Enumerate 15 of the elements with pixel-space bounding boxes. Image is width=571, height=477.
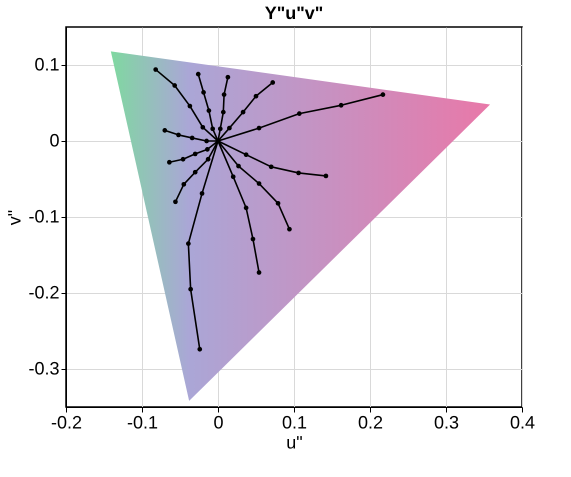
y-axis-title: v" xyxy=(4,210,24,226)
y-tick-label: -0.2 xyxy=(28,282,60,302)
y-tick-label: 0 xyxy=(49,130,60,150)
x-axis-title: u" xyxy=(286,432,303,452)
x-tick-label: 0.1 xyxy=(282,412,308,432)
x-tick-label: 0 xyxy=(213,412,224,432)
y-tick-label: -0.1 xyxy=(28,206,60,226)
chart-title: Y"u"v" xyxy=(264,3,324,23)
y-tick-label: -0.3 xyxy=(28,358,60,378)
x-tick-label: 0.3 xyxy=(434,412,460,432)
y-tick-label: 0.1 xyxy=(34,54,60,74)
x-tick-label: -0.1 xyxy=(126,412,158,432)
x-tick-label: -0.2 xyxy=(50,412,82,432)
x-tick-label: 0.4 xyxy=(510,412,536,432)
x-tick-label: 0.2 xyxy=(358,412,384,432)
